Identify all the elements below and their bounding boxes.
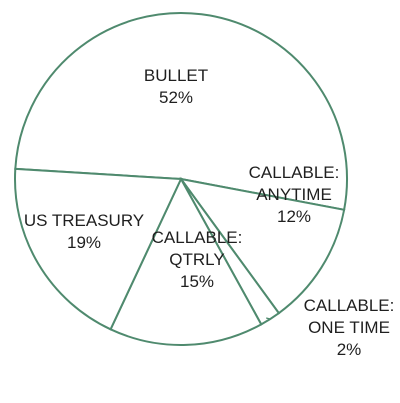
slice-name: QTRLY xyxy=(169,250,224,269)
slice-label: CALLABLE: ANYTIME 12% xyxy=(249,163,340,226)
slice-percent: 15% xyxy=(180,272,214,291)
pie-slice-callable-anytime xyxy=(178,177,346,315)
slice-name: ONE TIME xyxy=(308,318,390,337)
leader-line xyxy=(266,317,271,320)
slice-percent: 52% xyxy=(159,88,193,107)
slice-label: CALLABLE: QTRLY 15% xyxy=(152,228,243,291)
slice-labels: BULLET 52% CALLABLE: ANYTIME 12% CALLABLE: ONE… xyxy=(24,66,395,359)
slice-name: BULLET xyxy=(144,66,208,85)
slice-label: US TREASURY 19% xyxy=(24,211,144,252)
slice-label: CALLABLE: ONE TIME 2% xyxy=(304,296,395,359)
slice-name: CALLABLE: xyxy=(152,228,243,247)
slice-name: ANYTIME xyxy=(256,185,332,204)
slice-label: BULLET 52% xyxy=(144,66,208,107)
pie-slices xyxy=(14,12,349,346)
slice-percent: 12% xyxy=(277,207,311,226)
pie-slice-callable-qtrly xyxy=(109,176,263,346)
pie-slice-us-treasury xyxy=(14,167,183,331)
slice-name: CALLABLE: xyxy=(304,296,395,315)
leader-lines xyxy=(266,317,271,320)
slice-name: US TREASURY xyxy=(24,211,144,230)
slice-percent: 2% xyxy=(337,340,362,359)
pie-slice-bullet xyxy=(14,12,349,211)
slice-name: CALLABLE: xyxy=(249,163,340,182)
slice-percent: 19% xyxy=(67,233,101,252)
